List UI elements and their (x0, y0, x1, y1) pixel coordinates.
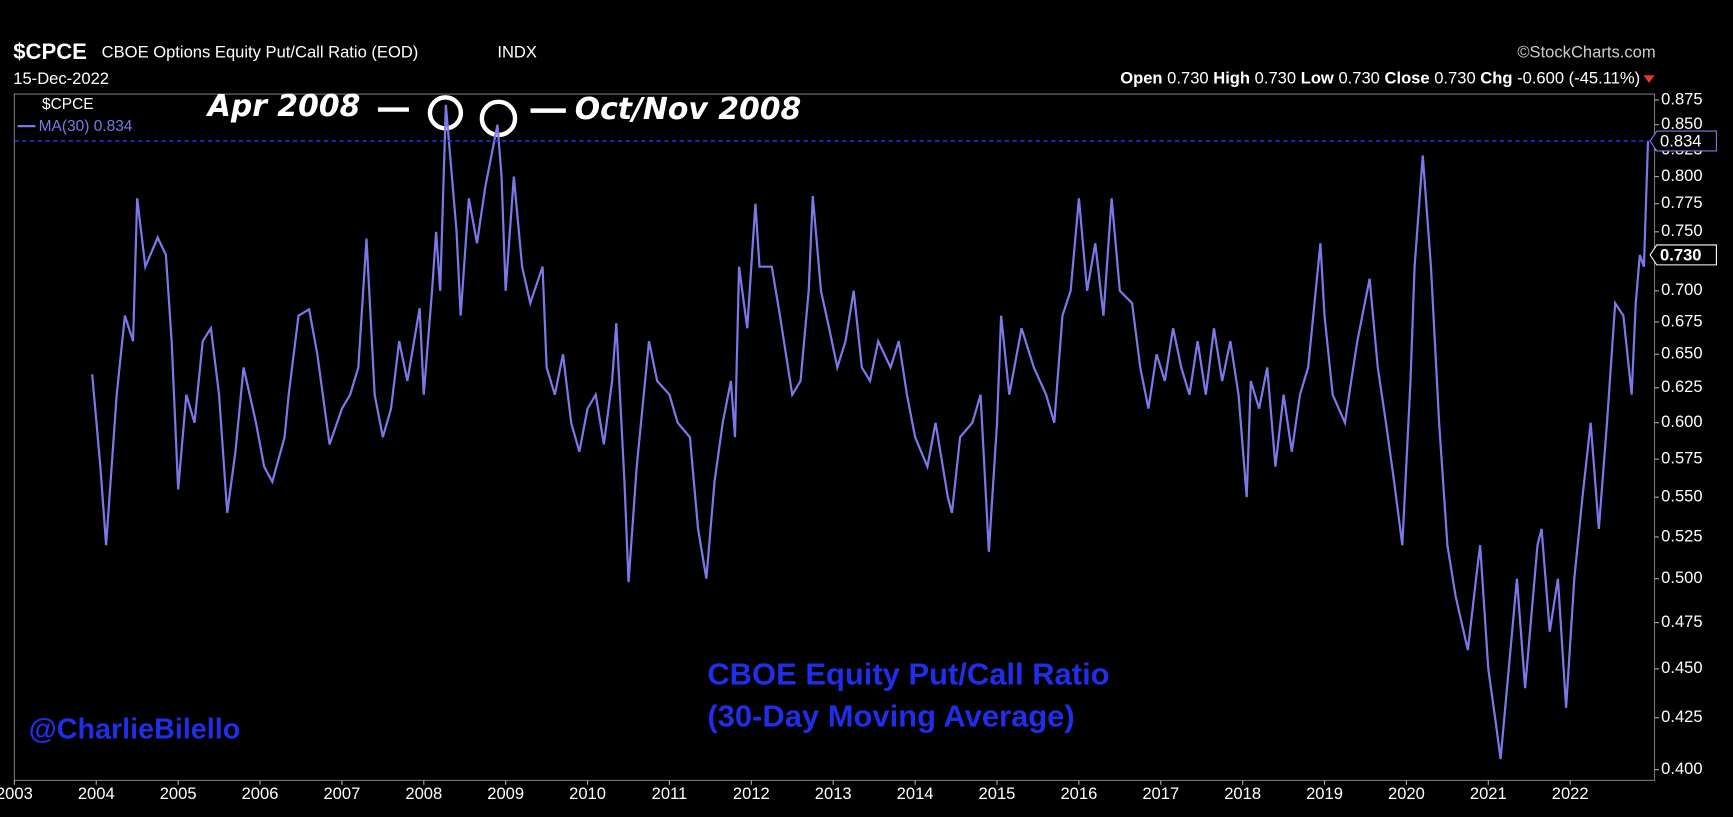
x-tick-label: 2011 (652, 784, 688, 803)
x-tick-label: 2010 (569, 784, 606, 803)
source: ©StockCharts.com (1517, 43, 1655, 62)
x-tick-label: 2019 (1306, 784, 1343, 803)
quote-value: 0.730 (1338, 69, 1379, 88)
y-tick-label: 0.450 (1661, 658, 1702, 677)
x-tick-label: 2007 (323, 784, 360, 803)
annotation: (30-Day Moving Average) (707, 699, 1074, 734)
price-label: 0.730 (1660, 245, 1701, 264)
x-tick-label: 2015 (979, 784, 1016, 803)
x-tick-label: 2022 (1552, 784, 1589, 803)
y-tick-label: 0.525 (1661, 526, 1702, 545)
y-tick-label: 0.625 (1661, 377, 1702, 396)
annotation: CBOE Equity Put/Call Ratio (707, 657, 1109, 692)
x-tick-label: 2012 (733, 784, 770, 803)
annotation: @CharlieBilello (29, 713, 241, 745)
y-tick-label: 0.775 (1661, 193, 1702, 212)
price-box (1649, 244, 1717, 266)
y-tick-label: 0.700 (1661, 280, 1702, 299)
exchange: INDX (497, 43, 537, 62)
data-line (91, 104, 1650, 760)
quote-label: Open (1120, 69, 1162, 88)
x-tick-label: 2003 (0, 784, 33, 803)
quote-label: Chg (1480, 69, 1512, 88)
x-tick-label: 2013 (815, 784, 852, 803)
x-tick-label: 2018 (1224, 784, 1261, 803)
price-label: 0.834 (1660, 131, 1701, 150)
quote-value: 0.730 (1167, 69, 1208, 88)
x-tick-label: 2014 (897, 784, 934, 803)
chart-title: CBOE Options Equity Put/Call Ratio (EOD) (102, 43, 419, 62)
legend-name: MA(30) (39, 118, 90, 135)
x-tick-label: 2020 (1388, 784, 1425, 803)
date: 15-Dec-2022 (13, 69, 109, 88)
quote-value: 0.730 (1434, 69, 1475, 88)
quote-label: High (1213, 69, 1250, 88)
legend-value: 0.834 (94, 118, 133, 135)
y-tick-label: 0.675 (1661, 311, 1702, 330)
plot-frame (13, 93, 1656, 781)
price-box (1649, 130, 1717, 152)
x-tick-label: 2005 (160, 784, 197, 803)
symbol: $CPCE (13, 39, 87, 64)
legend-symbol: $CPCE (42, 96, 94, 113)
x-tick-label: 2008 (405, 784, 442, 803)
quote-label: Close (1385, 69, 1430, 88)
y-tick-label: 0.650 (1661, 344, 1702, 363)
x-tick-label: 2021 (1470, 784, 1507, 803)
quote-line: Open 0.730 High 0.730 Low 0.730 Close 0.… (1120, 69, 1640, 88)
y-tick-label: 0.750 (1661, 221, 1702, 240)
y-tick-label: 0.875 (1661, 89, 1702, 108)
y-tick-label: 0.400 (1661, 759, 1702, 778)
legend-entry: MA(30) 0.834 (39, 118, 133, 135)
quote-label: Low (1301, 69, 1334, 88)
x-tick-label: 2004 (78, 784, 115, 803)
y-tick-label: 0.800 (1661, 166, 1702, 185)
y-tick-label: 0.575 (1661, 449, 1702, 468)
x-tick-label: 2006 (242, 784, 279, 803)
annotation: Apr 2008 (206, 89, 361, 124)
y-tick-label: 0.600 (1661, 412, 1702, 431)
y-tick-label: 0.475 (1661, 612, 1702, 631)
y-tick-label: 0.425 (1661, 707, 1702, 726)
quote-value: -0.600 (-45.11%) (1517, 69, 1640, 88)
annotation: Oct/Nov 2008 (575, 92, 802, 127)
y-tick-label: 0.550 (1661, 487, 1702, 506)
quote-value: 0.730 (1255, 69, 1296, 88)
x-tick-label: 2016 (1060, 784, 1097, 803)
x-tick-label: 2009 (487, 784, 524, 803)
x-tick-label: 2017 (1142, 784, 1179, 803)
y-tick-label: 0.500 (1661, 568, 1702, 587)
y-tick-label: 0.850 (1661, 114, 1702, 133)
down-arrow (1643, 75, 1655, 84)
